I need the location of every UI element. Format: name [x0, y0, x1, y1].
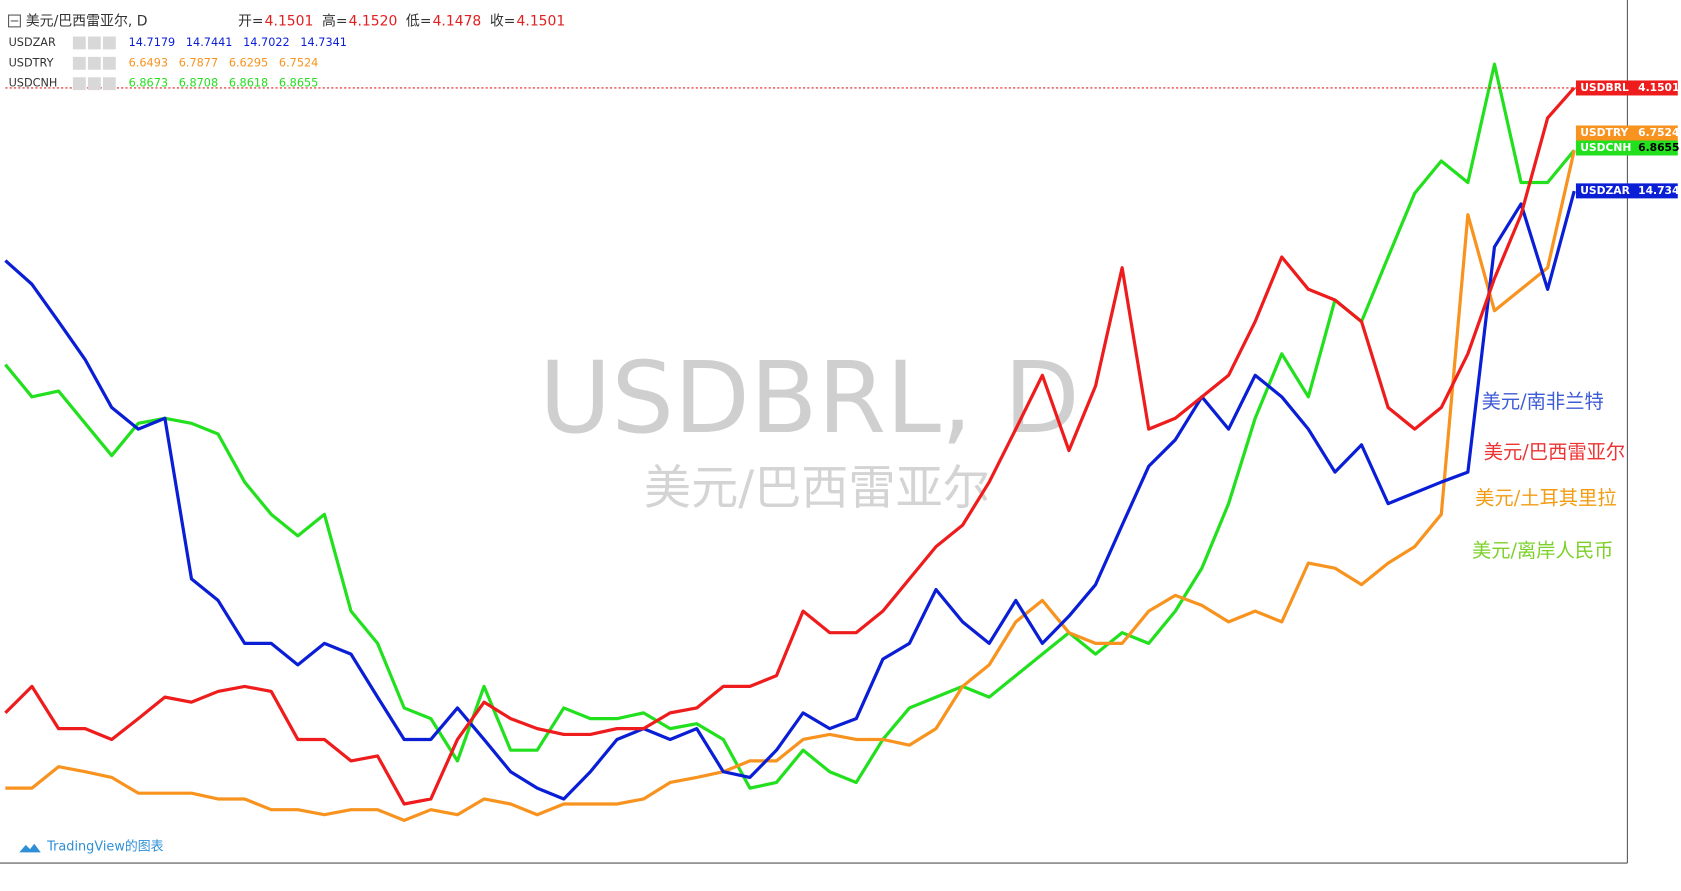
ohlc-label: 低=: [406, 13, 432, 29]
series-line: [4, 62, 1576, 790]
legend-button[interactable]: [102, 56, 116, 70]
ohlc-label: 开=: [238, 13, 264, 29]
price-tag-value: 6.8655: [1638, 141, 1679, 154]
price-tag-name: USDCNH: [1580, 141, 1631, 154]
watermark-description: 美元/巴西雷亚尔: [644, 461, 990, 516]
ohlc-value: 4.1501: [265, 13, 314, 29]
price-tag: [1575, 125, 1678, 141]
legend-button[interactable]: [72, 36, 86, 50]
branding-logo: [19, 843, 41, 853]
series-line: [4, 86, 1576, 806]
annotation: 美元/南非兰特: [1482, 390, 1604, 413]
legend-value: 14.7179: [129, 36, 176, 49]
legend-value: 6.8708: [179, 77, 218, 90]
legend-name: USDTRY: [9, 56, 54, 69]
price-tag-value: 6.7524: [1638, 126, 1679, 139]
price-tag-value: 14.7341: [1638, 184, 1681, 197]
watermark-symbol: USDBRL, D: [539, 341, 1080, 456]
legend-value: 6.7524: [279, 56, 318, 69]
ohlc-label: 收=: [490, 13, 516, 29]
legend-value: 6.6295: [229, 56, 268, 69]
ohlc-value: 4.1478: [433, 13, 482, 29]
legend-button[interactable]: [87, 56, 101, 70]
legend-button[interactable]: [72, 56, 86, 70]
collapse-icon[interactable]: [8, 14, 21, 28]
price-tag-value: 4.1501: [1638, 81, 1679, 94]
legend-button[interactable]: [102, 36, 116, 50]
legend-name: USDCNH: [9, 77, 58, 90]
price-tag: [1575, 140, 1678, 156]
price-tag-name: USDBRL: [1580, 81, 1629, 94]
legend-button[interactable]: [87, 77, 101, 91]
ohlc-value: 4.1520: [349, 13, 398, 29]
legend-button[interactable]: [102, 77, 116, 91]
legend-value: 14.7022: [243, 36, 290, 49]
legend-button[interactable]: [72, 77, 86, 91]
legend-name: USDZAR: [9, 36, 56, 49]
legend-value: 14.7341: [300, 36, 347, 49]
annotation: 美元/巴西雷亚尔: [1484, 441, 1625, 464]
ohlc-value: 4.1501: [517, 13, 566, 29]
legend-value: 6.6493: [129, 56, 168, 69]
price-tag: [1575, 80, 1678, 96]
legend-value: 6.8618: [229, 77, 268, 90]
series-line: [5, 149, 1576, 823]
series-line: [4, 190, 1576, 801]
annotation: 美元/土耳其里拉: [1475, 487, 1616, 510]
price-tag: [1575, 183, 1678, 199]
annotation: 美元/离岸人民币: [1472, 539, 1613, 562]
legend-value: 14.7441: [186, 36, 233, 49]
legend-value: 6.7877: [179, 56, 218, 69]
price-tag-name: USDZAR: [1580, 184, 1630, 197]
header-title: 美元/巴西雷亚尔, D: [26, 13, 148, 29]
legend-button[interactable]: [87, 36, 101, 50]
ohlc-label: 高=: [322, 12, 348, 29]
branding-text: TradingView的图表: [46, 838, 163, 854]
legend-value: 6.8655: [279, 77, 318, 90]
branding[interactable]: TradingView的图表: [19, 838, 164, 854]
price-tag-name: USDTRY: [1580, 126, 1628, 139]
legend-value: 6.8673: [129, 77, 168, 90]
